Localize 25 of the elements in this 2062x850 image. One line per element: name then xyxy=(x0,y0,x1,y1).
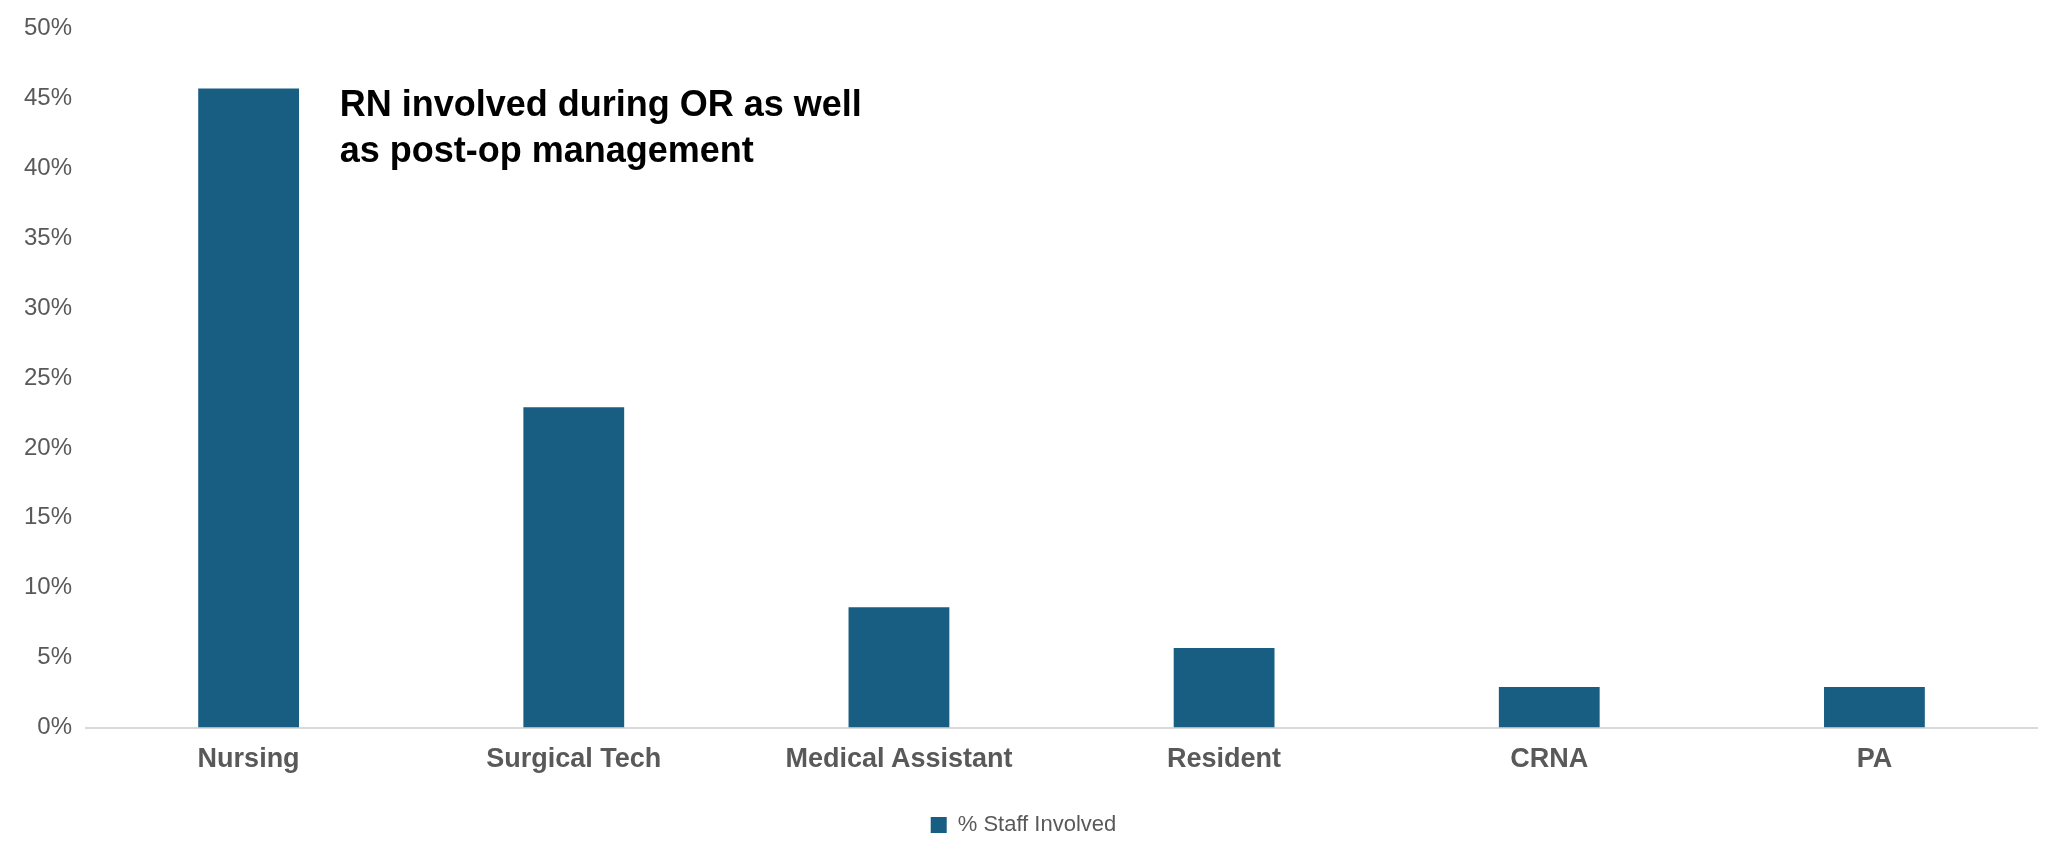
y-tick-label: 30% xyxy=(23,292,73,320)
bar xyxy=(523,407,625,728)
y-tick-label: 20% xyxy=(23,432,73,460)
y-tick-label: 50% xyxy=(23,13,73,41)
bar xyxy=(198,88,300,728)
y-tick-label: 15% xyxy=(23,502,73,530)
x-tick-label: Surgical Tech xyxy=(486,743,662,774)
y-tick-label: 5% xyxy=(37,642,73,670)
x-tick-label: Medical Assistant xyxy=(785,743,1013,774)
x-tick-label: CRNA xyxy=(1510,743,1589,774)
x-tick-label: PA xyxy=(1856,743,1893,774)
y-tick-label: 45% xyxy=(23,82,73,110)
x-tick-label: Nursing xyxy=(197,743,300,774)
bar xyxy=(1498,687,1600,728)
y-tick-label: 10% xyxy=(23,572,73,600)
y-tick-label: 40% xyxy=(23,152,73,180)
bar xyxy=(1173,647,1275,728)
x-tick-label: Resident xyxy=(1167,743,1282,774)
legend-label: % Staff Involved xyxy=(957,811,1117,837)
y-tick-label: 25% xyxy=(23,362,73,390)
annotation: RN involved during OR as well as post-op management xyxy=(339,82,862,170)
bar xyxy=(1824,687,1925,728)
y-tick-label: 35% xyxy=(23,222,73,250)
y-tick-label: 0% xyxy=(37,712,73,740)
bar xyxy=(848,607,950,728)
